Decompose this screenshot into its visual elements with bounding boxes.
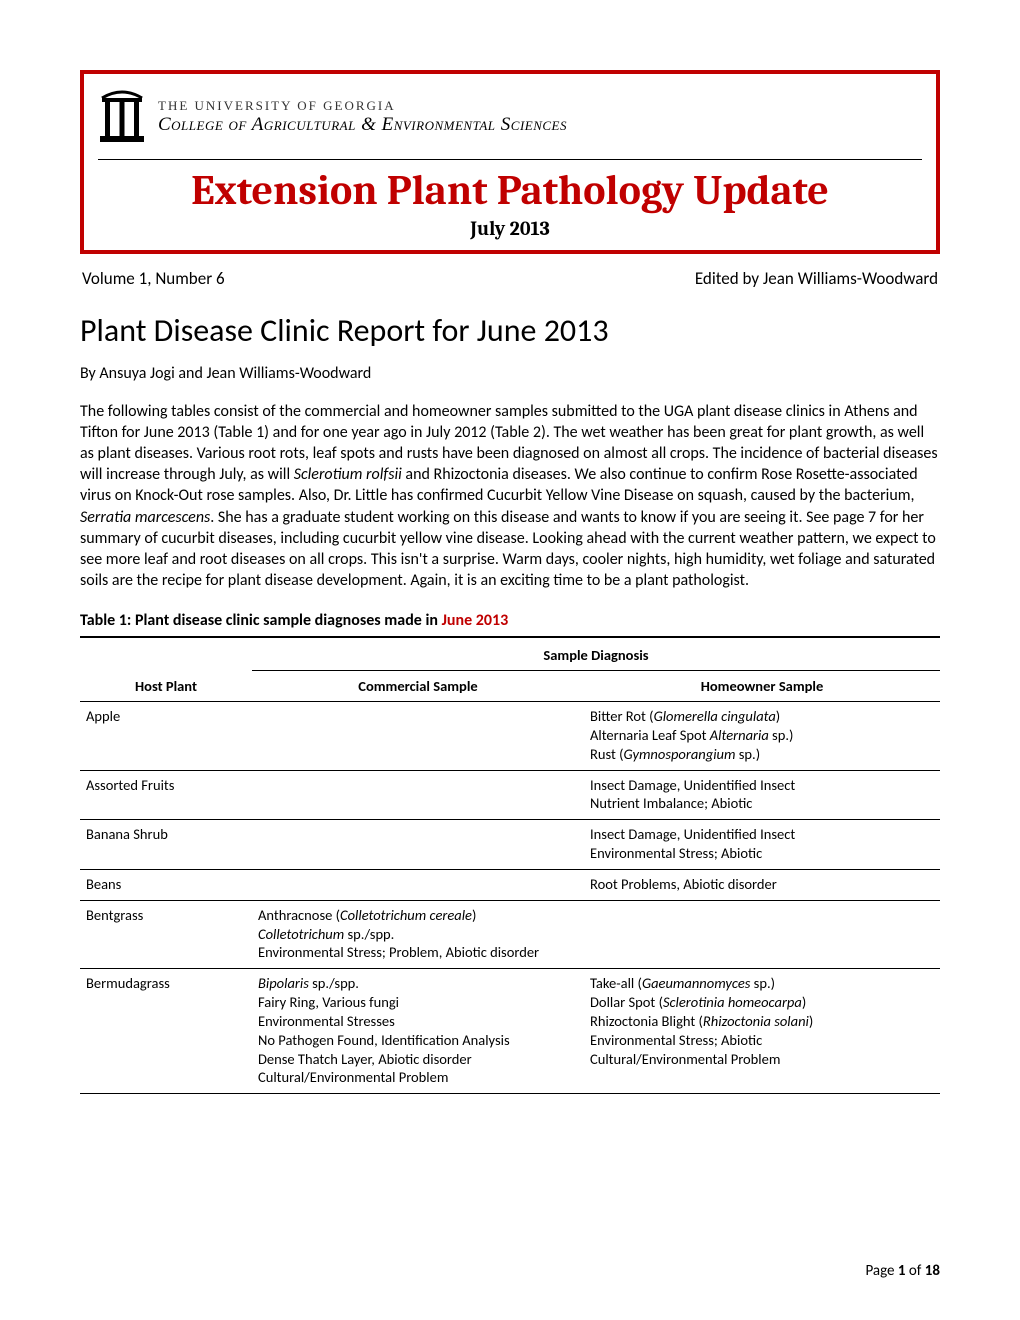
commercial-cell (252, 869, 584, 900)
university-header: THE UNIVERSITY OF GEORGIA College of Agr… (98, 86, 922, 160)
homeowner-cell: Insect Damage, Unidentified InsectEnviro… (584, 820, 940, 870)
th-host: Host Plant (80, 640, 252, 702)
homeowner-cell: Bitter Rot (Glomerella cingulata)Alterna… (584, 701, 940, 770)
diagnosis-table: Host Plant Sample Diagnosis Commercial S… (80, 640, 940, 1094)
college-name: College of Agricultural & Environmental … (158, 114, 567, 136)
commercial-cell (252, 820, 584, 870)
th-group: Sample Diagnosis (252, 640, 940, 671)
table-body: Apple Bitter Rot (Glomerella cingulata)Al… (80, 701, 940, 1093)
university-name: THE UNIVERSITY OF GEORGIA (158, 99, 567, 114)
main-title: Extension Plant Pathology Update (98, 166, 922, 215)
commercial-cell: Anthracnose (Colletotrichum cereale)Coll… (252, 900, 584, 969)
title-box: THE UNIVERSITY OF GEORGIA College of Agr… (80, 70, 940, 254)
table-row: Assorted Fruits Insect Damage, Unidentifi… (80, 770, 940, 820)
main-date: July 2013 (98, 217, 922, 240)
commercial-cell: Bipolaris sp./spp.Fairy Ring, Various fu… (252, 969, 584, 1094)
page-footer: Page 1 of 18 (865, 1262, 940, 1280)
table-row: Beans Root Problems, Abiotic disorder (80, 869, 940, 900)
volume-number: Volume 1, Number 6 (82, 268, 225, 289)
arch-icon (98, 86, 146, 149)
commercial-cell (252, 770, 584, 820)
th-commercial: Commercial Sample (252, 670, 584, 701)
host-cell: Banana Shrub (80, 820, 252, 870)
homeowner-cell (584, 900, 940, 969)
host-cell: Bermudagrass (80, 969, 252, 1094)
table-title: Table 1: Plant disease clinic sample dia… (80, 611, 940, 630)
table-row: BermudagrassBipolaris sp./spp.Fairy Ring… (80, 969, 940, 1094)
host-cell: Beans (80, 869, 252, 900)
commercial-cell (252, 701, 584, 770)
th-homeowner: Homeowner Sample (584, 670, 940, 701)
host-cell: Apple (80, 701, 252, 770)
host-cell: Bentgrass (80, 900, 252, 969)
table-rule (80, 636, 940, 638)
homeowner-cell: Insect Damage, Unidentified InsectNutrie… (584, 770, 940, 820)
host-cell: Assorted Fruits (80, 770, 252, 820)
table-row: Apple Bitter Rot (Glomerella cingulata)Al… (80, 701, 940, 770)
body-paragraph: The following tables consist of the comm… (80, 401, 940, 591)
meta-row: Volume 1, Number 6 Edited by Jean Willia… (82, 268, 938, 289)
university-text: THE UNIVERSITY OF GEORGIA College of Agr… (158, 99, 567, 136)
homeowner-cell: Root Problems, Abiotic disorder (584, 869, 940, 900)
section-title: Plant Disease Clinic Report for June 201… (80, 311, 940, 350)
page: THE UNIVERSITY OF GEORGIA College of Agr… (0, 0, 1020, 1320)
homeowner-cell: Take-all (Gaeumannomyces sp.)Dollar Spot… (584, 969, 940, 1094)
table-row: Banana Shrub Insect Damage, Unidentified … (80, 820, 940, 870)
byline: By Ansuya Jogi and Jean Williams-Woodwar… (80, 364, 940, 383)
editor: Edited by Jean Williams-Woodward (695, 268, 938, 289)
table-row: BentgrassAnthracnose (Colletotrichum cer… (80, 900, 940, 969)
